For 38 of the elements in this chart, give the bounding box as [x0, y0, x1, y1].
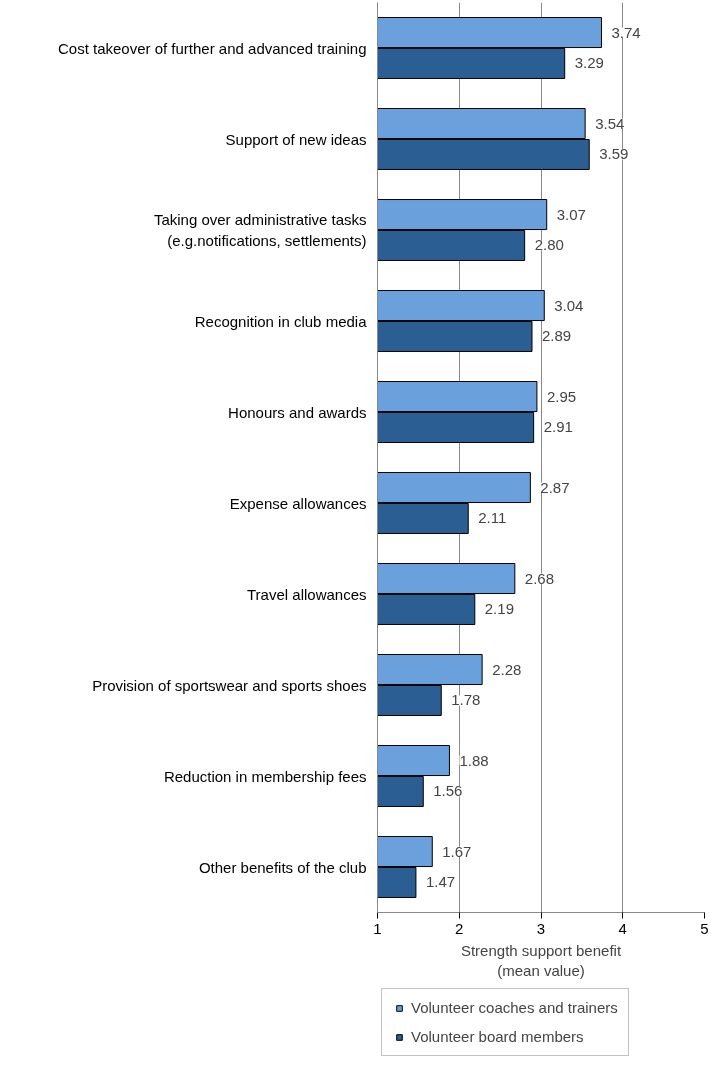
- data-label: 2.28: [492, 660, 522, 678]
- y-tick-label: Recognition in club media: [194, 312, 368, 330]
- y-tick-label: Travel allowances: [247, 585, 367, 603]
- data-label: 3.07: [556, 205, 586, 223]
- data-label: 2.95: [546, 387, 577, 405]
- data-label: 2.87: [540, 478, 570, 496]
- data-label: 3.59: [599, 145, 629, 163]
- data-label: 1.56: [433, 782, 463, 800]
- x-tick-label: 4: [618, 919, 627, 937]
- y-tick-label: Provision of sportswear and sports shoes: [92, 676, 367, 694]
- x-axis-title: Strength support benefit (mean value): [460, 941, 622, 979]
- x-tick-label: 2: [455, 919, 464, 937]
- data-label: 2.89: [542, 327, 572, 345]
- data-label: 1.47: [425, 873, 456, 891]
- data-label: 3.74: [611, 23, 641, 41]
- y-tick-label: Honours and awards: [228, 403, 367, 421]
- data-label: 1.88: [459, 751, 489, 769]
- y-tick-label: Support of new ideas: [225, 130, 367, 148]
- x-tick-label: 3: [536, 919, 546, 937]
- data-label: 3.29: [574, 54, 604, 72]
- data-label: 3.54: [595, 114, 625, 132]
- data-label: 2.11: [478, 509, 507, 527]
- data-label: 2.68: [524, 569, 555, 587]
- legend-label: Volunteer coaches and trainers: [411, 999, 618, 1016]
- legend-label: Volunteer board members: [411, 1028, 584, 1045]
- data-label: 1.78: [451, 691, 481, 709]
- x-tick-label: 5: [700, 919, 709, 937]
- y-tick-label: Reduction in membership fees: [163, 767, 367, 785]
- y-tick-label: Expense allowances: [229, 494, 367, 512]
- y-tick-label: Cost takeover of further and advanced training: [57, 39, 367, 57]
- data-label: 1.67: [442, 842, 472, 860]
- data-label: 2.91: [543, 418, 573, 436]
- y-tick-label: Taking over administrative tasks (e.g.notifications, settlements): [153, 211, 367, 249]
- data-label: 3.04: [554, 296, 584, 314]
- x-tick-label: 1: [373, 919, 382, 937]
- data-label: 2.80: [534, 236, 564, 254]
- y-tick-label: Other benefits of the club: [198, 858, 367, 876]
- data-label: 2.19: [484, 600, 514, 618]
